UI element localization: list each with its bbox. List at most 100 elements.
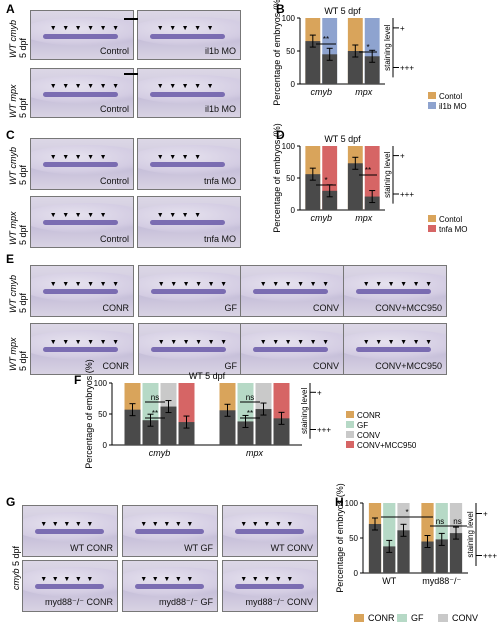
chart-title: WT 5 dpf	[324, 134, 361, 144]
arrowhead-icon: ▼	[375, 280, 383, 288]
arrowhead-icon: ▼	[87, 153, 95, 161]
category-label: cmyb	[310, 213, 332, 223]
arrowhead-icon: ▼	[375, 338, 383, 346]
arrowhead-icon: ▼	[151, 520, 159, 528]
photo-label: WT GF	[184, 543, 213, 553]
embryo-shape	[241, 272, 343, 302]
embryo-shape	[223, 512, 317, 542]
bar	[305, 41, 321, 84]
arrowhead-icon: ▼	[272, 338, 280, 346]
panel-label-h: H	[335, 495, 344, 509]
panel-label-d: D	[276, 128, 285, 142]
arrowhead-icon: ▼	[181, 25, 189, 32]
y-tick-label: 50	[98, 410, 107, 419]
y-axis-label: Percentage of embryos (%)	[335, 483, 345, 593]
photo-label: CONV	[312, 303, 339, 313]
arrowhead-icon: ▼	[99, 280, 107, 288]
arrowhead-icon: ▼	[40, 520, 48, 528]
y-tick-label: 100	[282, 14, 296, 23]
legend-swatch	[354, 614, 364, 622]
arrowhead-icon: ▼	[112, 25, 120, 32]
arrowhead-icon: ▼	[169, 211, 177, 219]
staining-band	[150, 162, 226, 168]
micrograph: ▼ ▼ ▼ ▼ ▼ ▼ CONV+MCC950	[343, 265, 447, 317]
arrowhead-icon: ▼	[220, 338, 228, 346]
significance-label: **	[365, 166, 371, 175]
embryo-shape	[138, 145, 240, 175]
arrowhead-icon: ▼	[99, 83, 107, 90]
bar	[237, 421, 254, 445]
arrowhead-icon: ▼	[170, 338, 178, 346]
photo-label: myd88⁻/⁻ GF	[158, 597, 213, 607]
arrowhead-icon: ▼	[49, 211, 57, 219]
legend-swatch	[428, 215, 436, 222]
micrograph: ▼ ▼ ▼ ▼ ▼ ▼ CONR	[30, 265, 134, 317]
embryo-shape	[138, 16, 240, 46]
micrograph: ▼ ▼ ▼ ▼ ▼ il1b MO	[137, 68, 241, 118]
arrowhead-icon: ▼	[251, 520, 259, 528]
arrowhead-icon: ▼	[259, 280, 267, 288]
arrowhead-icon: ▼	[86, 520, 94, 528]
significance-label: ns	[436, 517, 444, 526]
staining-band	[134, 584, 204, 590]
significance-label: ns	[151, 393, 159, 402]
staining-label: staining level	[383, 24, 392, 70]
photo-label: Control	[99, 104, 129, 114]
embryo-shape	[23, 512, 117, 542]
staining-band	[356, 289, 432, 295]
photo-label: myd88⁻/⁻ CONR	[44, 597, 113, 607]
arrowhead-icon: ▼	[74, 575, 82, 583]
staining-band	[34, 584, 104, 590]
embryo-shape	[23, 567, 117, 597]
staining-label: staining level	[383, 151, 392, 197]
micrograph: ▼ ▼ ▼ ▼ tnfa MO	[137, 196, 241, 248]
embryo-shape	[123, 567, 217, 597]
arrowhead-icon: ▼	[412, 338, 420, 346]
micrograph: ▼ ▼ ▼ ▼ ▼ WT CONR	[22, 505, 118, 557]
y-tick-label: 0	[103, 441, 108, 450]
legend-label: CONR	[368, 613, 395, 623]
arrowhead-icon: ▼	[195, 280, 203, 288]
bar	[160, 406, 177, 445]
bar	[383, 546, 396, 573]
category-label: mpx	[246, 448, 264, 458]
embryo-shape	[31, 74, 133, 104]
micrograph: ▼ ▼ ▼ ▼ ▼ ▼ CONV+MCC950	[343, 323, 447, 375]
staining-band	[43, 347, 119, 353]
arrowhead-icon: ▼	[51, 575, 59, 583]
embryo-shape	[31, 330, 133, 360]
staining-band	[43, 220, 119, 226]
arrowhead-icon: ▼	[309, 280, 317, 288]
staining-band	[150, 220, 226, 226]
arrowhead-icon: ▼	[49, 280, 57, 288]
photo-label: Control	[99, 234, 129, 244]
significance-label: ns	[246, 393, 254, 402]
scale-bar	[124, 18, 138, 20]
arrowhead-icon: ▼	[206, 83, 214, 90]
arrowhead-icon: ▼	[87, 25, 95, 32]
arrowhead-icon: ▼	[87, 83, 95, 90]
staining-label: staining level	[300, 388, 309, 434]
micrograph: ▼ ▼ ▼ ▼ ▼ ▼ GF	[138, 265, 242, 317]
arrowhead-icon: ▼	[272, 280, 280, 288]
panel-label-a: A	[6, 2, 15, 16]
staining-band	[151, 289, 227, 295]
arrowhead-icon: ▼	[169, 153, 177, 161]
arrowhead-icon: ▼	[286, 520, 294, 528]
staining-band	[234, 584, 304, 590]
arrowhead-icon: ▼	[163, 520, 171, 528]
staining-band	[134, 529, 204, 535]
photo-label: Control	[99, 176, 129, 186]
arrowhead-icon: ▼	[240, 575, 248, 583]
photo-label: tnfa MO	[203, 234, 236, 244]
photo-label: CONV+MCC950	[375, 361, 442, 371]
y-axis-label: Percentage of embryos (%)	[84, 359, 94, 469]
arrowhead-icon: ▼	[74, 211, 82, 219]
bar	[322, 54, 338, 84]
arrowhead-icon: ▼	[74, 280, 82, 288]
arrowhead-icon: ▼	[112, 83, 120, 90]
bar	[368, 524, 382, 573]
bar	[364, 196, 380, 210]
photo-label: CONV	[312, 361, 339, 371]
photo-label: WT CONR	[70, 543, 113, 553]
